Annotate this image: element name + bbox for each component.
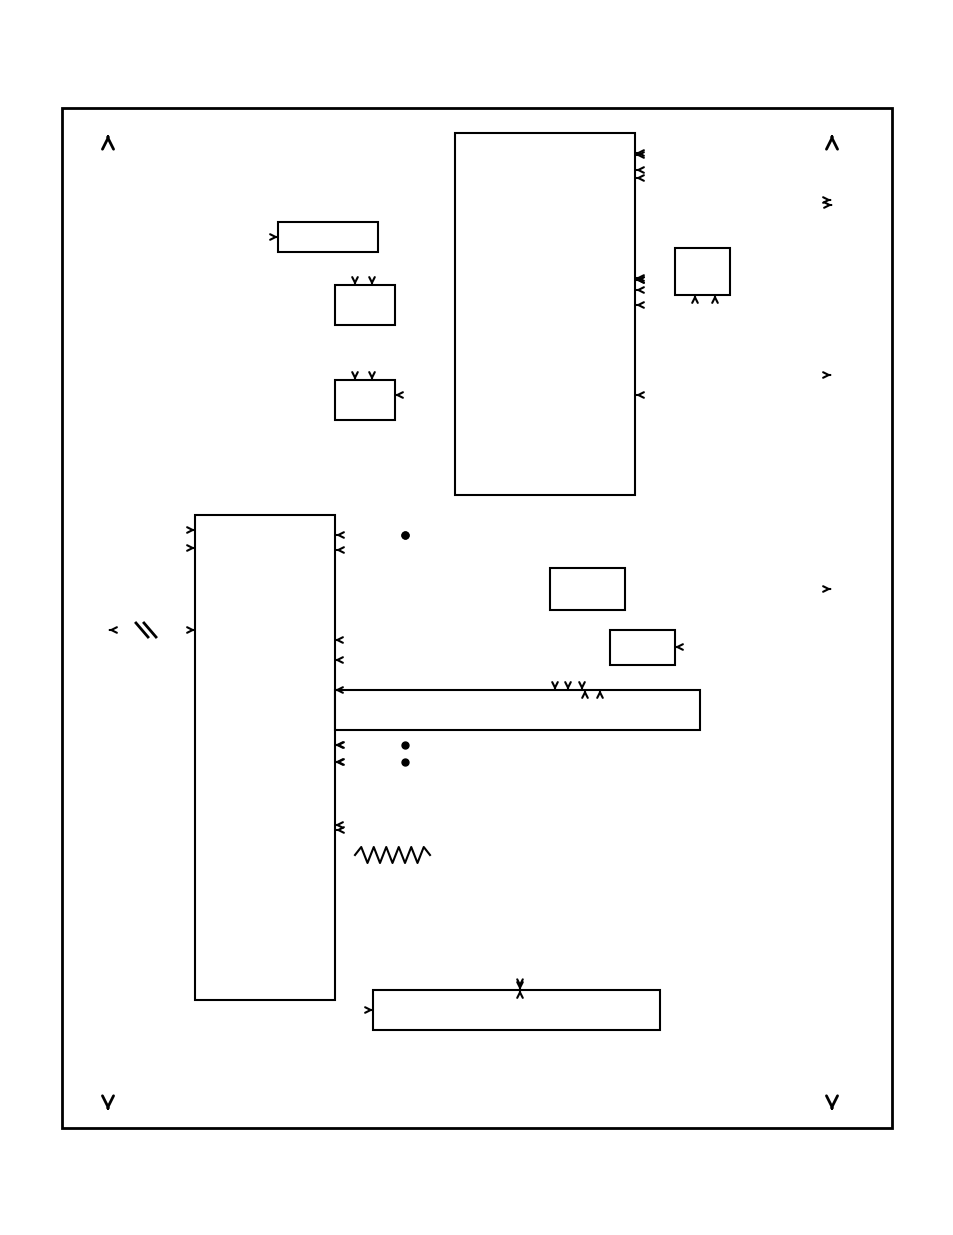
Bar bbox=[62, 107, 891, 1128]
Bar bbox=[675, 248, 729, 295]
Bar bbox=[277, 222, 377, 252]
Bar bbox=[455, 133, 635, 495]
Bar bbox=[550, 568, 624, 610]
Bar bbox=[194, 515, 335, 1000]
Bar bbox=[335, 285, 395, 325]
Bar bbox=[335, 690, 700, 730]
Bar bbox=[609, 630, 675, 664]
Bar bbox=[373, 990, 659, 1030]
Bar bbox=[335, 380, 395, 420]
